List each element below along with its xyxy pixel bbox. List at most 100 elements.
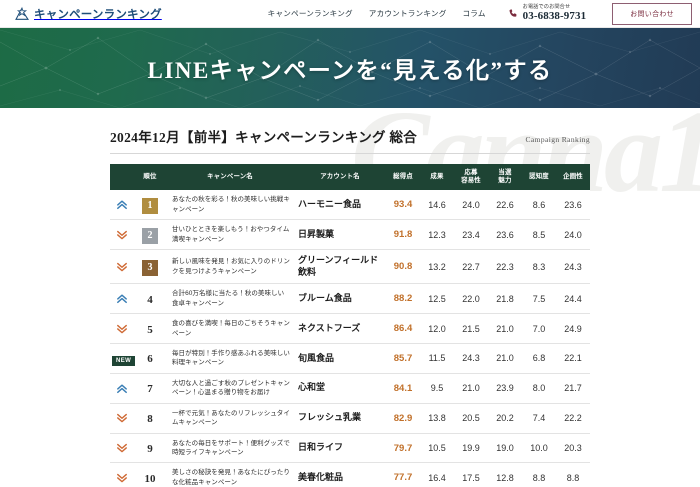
network-pattern-decoration — [0, 29, 700, 108]
table-row[interactable]: 2 甘いひとときを楽しもう！おやつタイム満喫キャンペーン 日昇製菓 91.8 12.3 2… — [110, 219, 590, 250]
cell-campaign-name[interactable]: 甘いひとときを楽しもう！おやつタイム満喫キャンペーン — [166, 219, 294, 250]
th-ninchi: 認知度 — [522, 164, 556, 190]
cell-kikakusei: 24.4 — [556, 283, 590, 315]
chevron-double-up-icon — [116, 290, 128, 307]
cell-kikakusei: 24.0 — [556, 219, 590, 250]
cell-account-name[interactable]: 日和ライフ — [294, 433, 386, 464]
cell-account-name[interactable]: 旬風食品 — [294, 343, 386, 374]
cell-rank-change — [110, 433, 134, 464]
table-row[interactable]: 9 あなたの毎日をサポート！便利グッズで時短ライフキャンペーン 日和ライフ 79.7 1… — [110, 433, 590, 464]
cell-ninchido: 7.4 — [522, 403, 556, 434]
hero-title: LINEキャンペーンを“見える化”する — [147, 58, 553, 83]
cell-oubo-youisei: 20.5 — [454, 403, 488, 434]
cell-ninchido: 6.8 — [522, 343, 556, 374]
cell-campaign-name[interactable]: あなたの秋を彩る！秋の美味しい挑戦キャンペーン — [166, 190, 294, 220]
cell-campaign-name[interactable]: 食の喜びを満喫！毎日のごちそうキャンペーン — [166, 313, 294, 345]
cell-oubo-youisei: 19.9 — [454, 433, 488, 464]
cell-total-score: 84.1 — [386, 373, 420, 404]
table-row[interactable]: 1 あなたの秋を彩る！秋の美味しい挑戦キャンペーン ハーモニー食品 93.4 14.6 2… — [110, 190, 590, 220]
cell-campaign-name[interactable]: 毎日が特別！手作り感あふれる美味しい料理キャンペーン — [166, 343, 294, 374]
cell-campaign-name[interactable]: 大切な人と過ごす秋のプレゼントキャンペーン！心温まる贈り物をお届け — [166, 373, 294, 404]
cell-kikakusei: 24.3 — [556, 249, 590, 285]
cell-tousen-miryoku: 21.0 — [488, 313, 522, 345]
nav-item-column[interactable]: コラム — [462, 9, 486, 18]
cell-ninchido: 8.0 — [522, 373, 556, 404]
cell-tousen-miryoku: 21.8 — [488, 283, 522, 315]
cell-rank: 9 — [134, 433, 166, 464]
cell-total-score: 82.9 — [386, 403, 420, 434]
site-logo-text: キャンペーンランキング — [34, 8, 162, 21]
cell-account-name[interactable]: ブルーム食品 — [294, 283, 386, 315]
rank-number: 10 — [144, 472, 156, 485]
th-tousen: 当選 魅力 — [488, 164, 522, 190]
cell-seika: 11.5 — [420, 343, 454, 374]
cell-account-name[interactable]: 美春化粧品 — [294, 462, 386, 487]
cell-total-score: 90.8 — [386, 249, 420, 285]
cell-campaign-name[interactable]: 美しさの秘訣を発見！あなたにぴったりな化粧品キャンペーン — [166, 462, 294, 487]
cell-campaign-name[interactable]: 新しい風味を発見！お気に入りのドリンクを見つけようキャンペーン — [166, 249, 294, 285]
rank-number: 9 — [147, 443, 153, 456]
th-campaign: キャンペーン名 — [166, 164, 294, 190]
cell-total-score: 93.4 — [386, 190, 420, 220]
th-account: アカウント名 — [294, 164, 386, 190]
phone-contact[interactable]: お電話でのお問合せ 03-6838-9731 — [508, 3, 587, 22]
table-row[interactable]: 5 食の喜びを満喫！毎日のごちそうキャンペーン ネクストフーズ 86.4 12.0 21.… — [110, 313, 590, 345]
cell-kikakusei: 8.8 — [556, 462, 590, 487]
cell-oubo-youisei: 24.0 — [454, 190, 488, 220]
chevron-double-down-icon — [116, 320, 128, 337]
contact-button[interactable]: お問い合わせ — [612, 2, 692, 25]
site-logo[interactable]: キャンペーンランキング — [14, 6, 162, 22]
th-kikaku: 企画性 — [556, 164, 590, 190]
table-row[interactable]: 8 一杯で元気！あなたのリフレッシュタイムキャンペーン フレッシュ乳業 82.9 13.… — [110, 403, 590, 434]
cell-rank-change — [110, 283, 134, 315]
phone-label: お電話でのお問合せ — [522, 3, 571, 10]
table-row[interactable]: 3 新しい風味を発見！お気に入りのドリンクを見つけようキャンペーン グリーンフィール… — [110, 249, 590, 285]
cell-ninchido: 8.6 — [522, 190, 556, 220]
cell-oubo-youisei: 24.3 — [454, 343, 488, 374]
cell-ninchido: 8.8 — [522, 462, 556, 487]
cell-oubo-youisei: 22.0 — [454, 283, 488, 315]
cell-seika: 12.3 — [420, 219, 454, 250]
cell-total-score: 85.7 — [386, 343, 420, 374]
cell-rank: 1 — [134, 190, 166, 220]
star-mountain-icon — [15, 6, 29, 20]
cell-total-score: 77.7 — [386, 462, 420, 487]
site-header: キャンペーンランキング キャンペーンランキング アカウントランキング コラム お… — [0, 0, 700, 28]
th-move — [110, 164, 134, 190]
cell-ninchido: 10.0 — [522, 433, 556, 464]
cell-account-name[interactable]: 心和堂 — [294, 373, 386, 404]
cell-account-name[interactable]: グリーンフィールド飲料 — [294, 249, 386, 285]
cell-ninchido: 7.0 — [522, 313, 556, 345]
cell-account-name[interactable]: ハーモニー食品 — [294, 190, 386, 220]
table-row[interactable]: 4 合計60万名様に当たる！秋の美味しい食卓キャンペーン ブルーム食品 88.2 12.… — [110, 283, 590, 315]
cell-rank-change — [110, 249, 134, 285]
chevron-double-down-icon — [116, 469, 128, 486]
cell-ninchido: 8.5 — [522, 219, 556, 250]
cell-account-name[interactable]: 日昇製菓 — [294, 219, 386, 250]
cell-campaign-name[interactable]: あなたの毎日をサポート！便利グッズで時短ライフキャンペーン — [166, 433, 294, 464]
rank-number: 4 — [147, 293, 153, 306]
cell-seika: 13.2 — [420, 249, 454, 285]
cell-seika: 16.4 — [420, 462, 454, 487]
cell-campaign-name[interactable]: 一杯で元気！あなたのリフレッシュタイムキャンペーン — [166, 403, 294, 434]
cell-account-name[interactable]: フレッシュ乳業 — [294, 403, 386, 434]
table-row[interactable]: 10 美しさの秘訣を発見！あなたにぴったりな化粧品キャンペーン 美春化粧品 77.7 1… — [110, 462, 590, 487]
table-row[interactable]: NEW 6 毎日が特別！手作り感あふれる美味しい料理キャンペーン 旬風食品 85.7 11… — [110, 343, 590, 374]
cell-kikakusei: 22.2 — [556, 403, 590, 434]
table-row[interactable]: 7 大切な人と過ごす秋のプレゼントキャンペーン！心温まる贈り物をお届け 心和堂 84.… — [110, 373, 590, 404]
chevron-double-up-icon — [116, 379, 128, 396]
cell-rank: 7 — [134, 373, 166, 404]
cell-ninchido: 8.3 — [522, 249, 556, 285]
cell-rank-change — [110, 190, 134, 220]
cell-campaign-name[interactable]: 合計60万名様に当たる！秋の美味しい食卓キャンペーン — [166, 283, 294, 315]
nav-item-campaign-ranking[interactable]: キャンペーンランキング — [267, 9, 353, 18]
cell-seika: 13.8 — [420, 403, 454, 434]
ranking-table: 順位 キャンペーン名 アカウント名 総得点 成果 応募 容易性 当選 魅力 認知度 … — [110, 164, 590, 487]
cell-tousen-miryoku: 19.0 — [488, 433, 522, 464]
cell-account-name[interactable]: ネクストフーズ — [294, 313, 386, 345]
cell-rank: 2 — [134, 219, 166, 250]
cell-rank: 10 — [134, 462, 166, 487]
cell-seika: 9.5 — [420, 373, 454, 404]
nav-item-account-ranking[interactable]: アカウントランキング — [368, 9, 447, 18]
